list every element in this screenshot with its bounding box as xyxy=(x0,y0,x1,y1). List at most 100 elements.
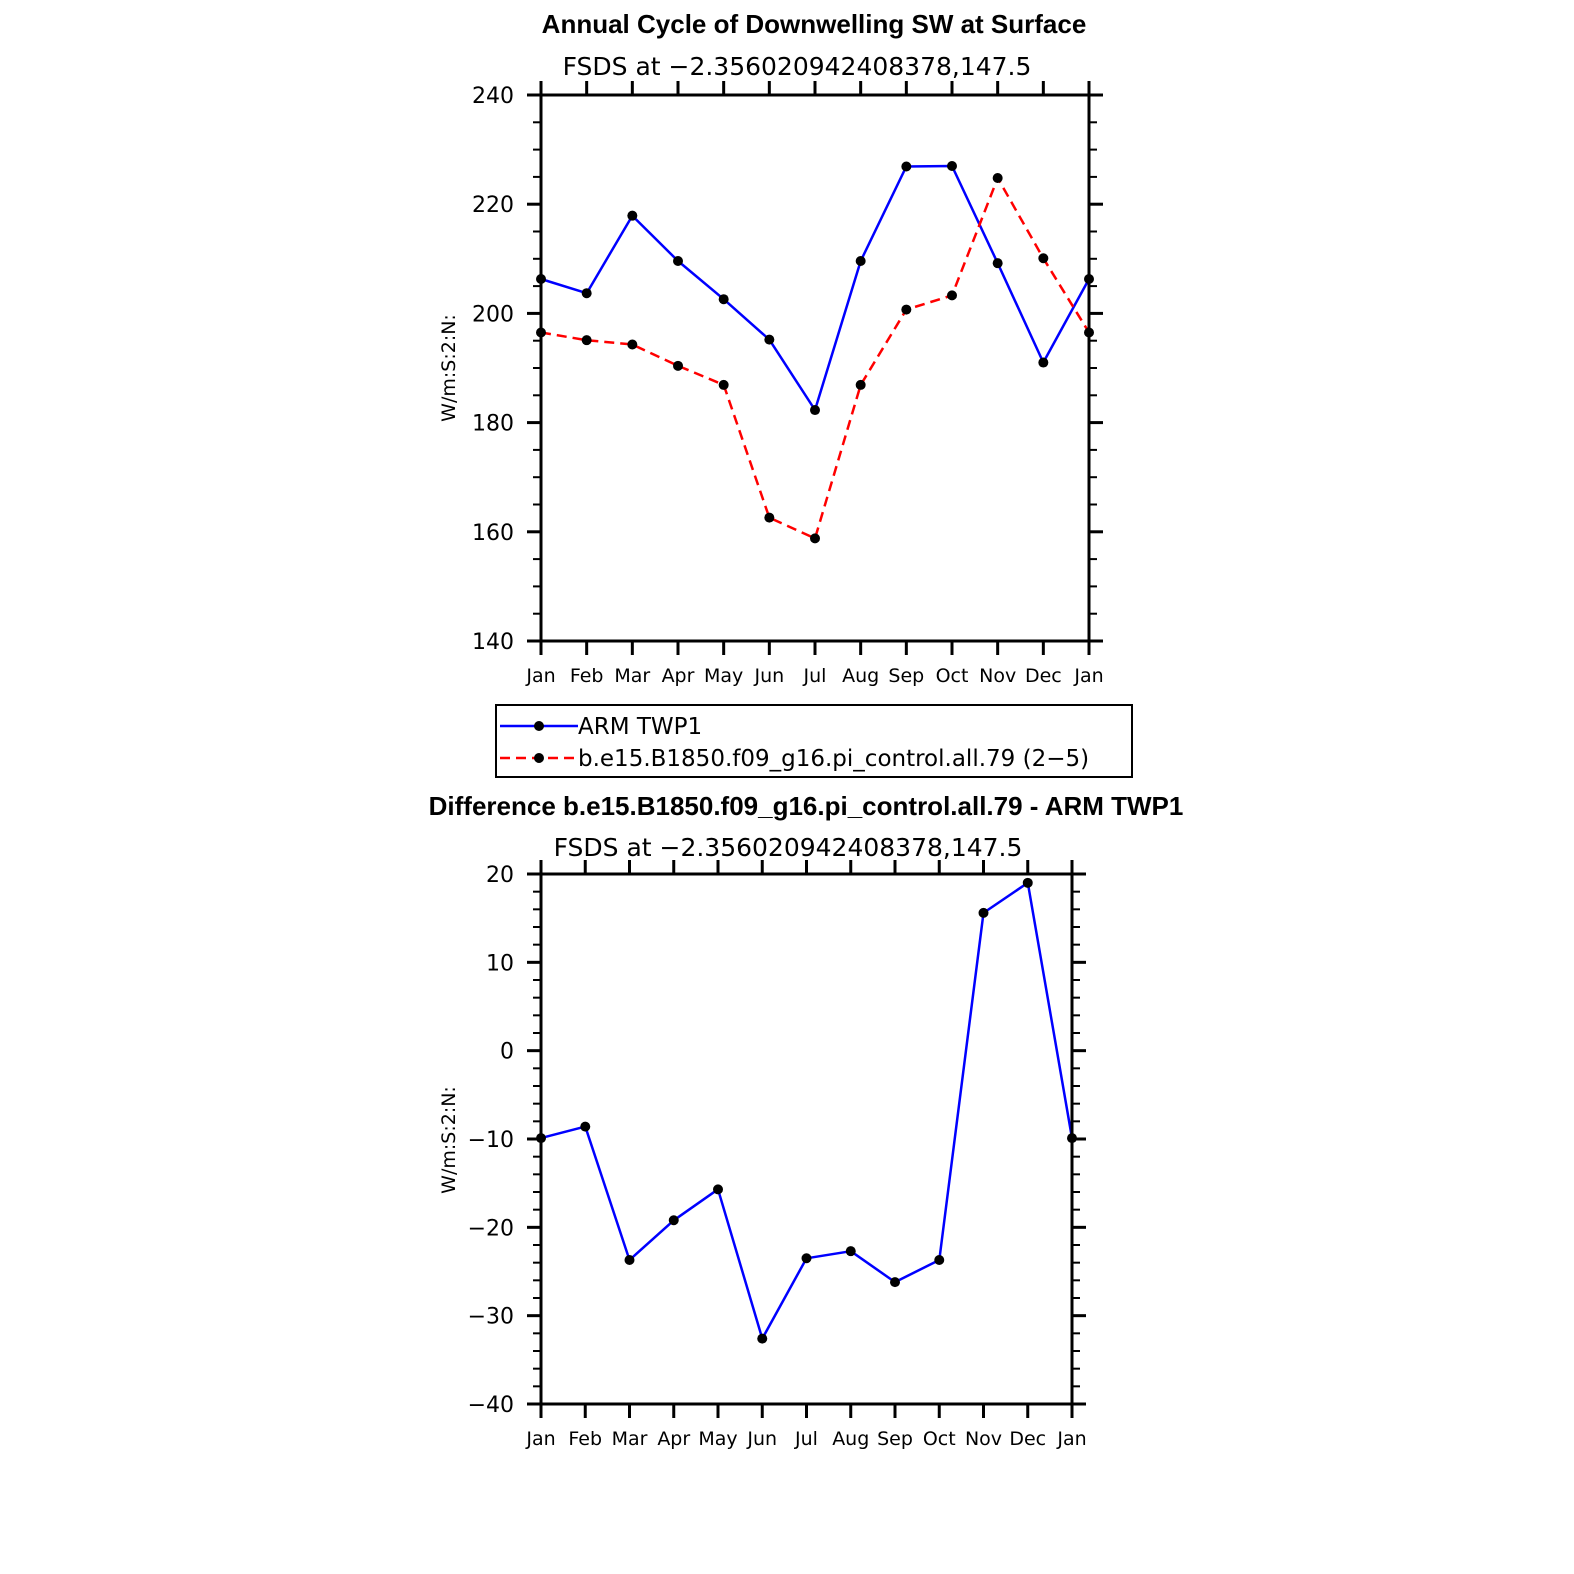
top-series-1-point xyxy=(718,379,729,390)
bottom-series-0-point xyxy=(580,1121,591,1132)
top-x-tick-label: Sep xyxy=(888,665,924,687)
bottom-x-tick-label: Nov xyxy=(965,1428,1002,1450)
bottom-x-tick-label: Sep xyxy=(877,1428,913,1450)
legend-entry-arm-twp1: ARM TWP1 xyxy=(500,714,702,740)
bottom-plot-series xyxy=(536,877,1077,1344)
top-series-0-point xyxy=(764,334,775,345)
top-series-1-point xyxy=(901,304,912,315)
bottom-series-0-point xyxy=(668,1215,679,1226)
bottom-x-tick-label: Jan xyxy=(1056,1428,1086,1450)
legend: ARM TWP1 b.e15.B1850.f09_g16.pi_control.… xyxy=(495,704,1133,778)
top-y-tick-labels: 140 160 180 200 220 240 xyxy=(472,84,514,655)
bottom-y-tick-label: 10 xyxy=(486,951,514,976)
top-panel: Annual Cycle of Downwelling SW at Surfac… xyxy=(438,9,1104,687)
top-series-line-0 xyxy=(540,164,1091,412)
bottom-series-0-point xyxy=(757,1333,768,1344)
top-series-1-point xyxy=(627,339,638,350)
bottom-series-0-point xyxy=(1022,877,1033,888)
bottom-y-axis-label: W/m:S:2:N: xyxy=(438,1086,460,1194)
top-series-1-point xyxy=(673,360,683,371)
bottom-axis-ticks xyxy=(527,860,1086,1418)
bottom-series-0-point xyxy=(934,1255,945,1266)
bottom-y-tick-label: 20 xyxy=(486,863,514,888)
top-x-tick-label: Nov xyxy=(979,665,1016,687)
top-x-tick-label: Jan xyxy=(525,665,555,687)
top-x-tick-label: May xyxy=(704,665,743,687)
top-series-0-point xyxy=(855,255,866,266)
legend-box xyxy=(495,704,1133,778)
bottom-series-0-point xyxy=(978,907,989,918)
bottom-x-tick-label: Feb xyxy=(568,1428,602,1450)
bottom-y-tick-label: 0 xyxy=(500,1040,514,1065)
legend-entry-model: b.e15.B1850.f09_g16.pi_control.all.79 (2… xyxy=(500,746,1089,772)
bottom-x-tick-label: Mar xyxy=(612,1428,648,1450)
top-series-1-point xyxy=(1038,253,1049,264)
bottom-x-tick-labels: Jan Feb Mar Apr May Jun Jul Aug Sep Oct Nov Dec Jan xyxy=(525,1428,1086,1450)
top-y-tick-label: 180 xyxy=(472,412,514,437)
top-axis-ticks xyxy=(527,81,1103,655)
top-x-tick-labels: Jan Feb Mar Apr May Jun Jul Aug Sep Oct Nov Dec Jan xyxy=(525,665,1103,687)
top-x-tick-label: Dec xyxy=(1025,665,1062,687)
legend-marker-model xyxy=(534,753,544,763)
top-series-0-point xyxy=(810,405,820,416)
top-series-1-point xyxy=(947,290,957,301)
top-y-tick-label: 240 xyxy=(472,84,514,109)
top-series-1-point xyxy=(764,512,775,523)
top-x-tick-label: Mar xyxy=(614,665,650,687)
top-chart-title: Annual Cycle of Downwelling SW at Surfac… xyxy=(542,9,1087,39)
top-series-0-point xyxy=(627,210,638,221)
bottom-y-tick-label: −40 xyxy=(468,1393,514,1418)
bottom-y-tick-label: −10 xyxy=(468,1128,514,1153)
top-series-1-point xyxy=(992,172,1003,183)
top-y-tick-label: 140 xyxy=(472,630,514,655)
bottom-y-tick-label: −30 xyxy=(468,1305,514,1330)
legend-label-model: b.e15.B1850.f09_g16.pi_control.all.79 (2… xyxy=(578,746,1089,772)
bottom-x-tick-label: May xyxy=(698,1428,737,1450)
top-y-axis-label: W/m:S:2:N: xyxy=(438,314,460,422)
bottom-chart-subtitle: FSDS at −2.356020942408378,147.5 xyxy=(554,833,1023,862)
top-series-1-point xyxy=(855,379,866,390)
bottom-series-0-point xyxy=(890,1277,900,1288)
top-y-tick-label: 200 xyxy=(472,302,514,327)
bottom-series-0-point xyxy=(624,1255,635,1266)
bottom-series-0-point xyxy=(845,1246,856,1257)
bottom-x-tick-label: Dec xyxy=(1009,1428,1046,1450)
top-x-tick-label: Feb xyxy=(570,665,604,687)
top-x-tick-label: Jan xyxy=(1073,665,1103,687)
bottom-x-tick-label: Jun xyxy=(746,1428,777,1450)
top-x-tick-label: Oct xyxy=(936,665,969,687)
bottom-chart-title: Difference b.e15.B1850.f09_g16.pi_contro… xyxy=(429,791,1184,821)
bottom-series-line-0 xyxy=(540,881,1074,1340)
bottom-y-tick-label: −20 xyxy=(468,1216,514,1241)
bottom-y-tick-labels: −40 −30 −20 −10 0 10 20 xyxy=(468,863,514,1418)
top-x-tick-label: Apr xyxy=(662,665,695,687)
top-x-tick-label: Jun xyxy=(753,665,784,687)
bottom-series-0-point xyxy=(713,1184,723,1195)
bottom-series-0-point xyxy=(801,1253,812,1264)
top-series-0-point xyxy=(992,258,1003,269)
top-series-0-point xyxy=(673,255,683,266)
top-plot-frame xyxy=(539,93,1091,643)
top-chart-subtitle: FSDS at −2.356020942408378,147.5 xyxy=(563,52,1032,81)
bottom-x-tick-label: Jan xyxy=(525,1428,555,1450)
top-x-tick-label: Jul xyxy=(803,665,827,687)
bottom-x-tick-label: Aug xyxy=(832,1428,869,1450)
top-series-1-point xyxy=(581,335,592,346)
bottom-x-tick-label: Apr xyxy=(657,1428,690,1450)
legend-marker-arm-twp1 xyxy=(534,721,544,731)
top-series-0-point xyxy=(581,288,592,299)
top-series-0-point xyxy=(718,294,729,305)
bottom-x-tick-label: Jul xyxy=(794,1428,818,1450)
top-x-tick-label: Aug xyxy=(842,665,879,687)
top-series-0-point xyxy=(901,161,912,172)
top-series-1-point xyxy=(810,533,820,544)
bottom-plot-frame xyxy=(539,872,1074,1406)
top-plot-series xyxy=(536,160,1094,544)
bottom-panel: Difference b.e15.B1850.f09_g16.pi_contro… xyxy=(429,791,1184,1450)
legend-label-arm-twp1: ARM TWP1 xyxy=(578,714,702,740)
top-series-0-point xyxy=(947,160,957,171)
top-y-tick-label: 160 xyxy=(472,521,514,546)
top-series-0-point xyxy=(1038,357,1049,368)
top-y-tick-label: 220 xyxy=(472,193,514,218)
